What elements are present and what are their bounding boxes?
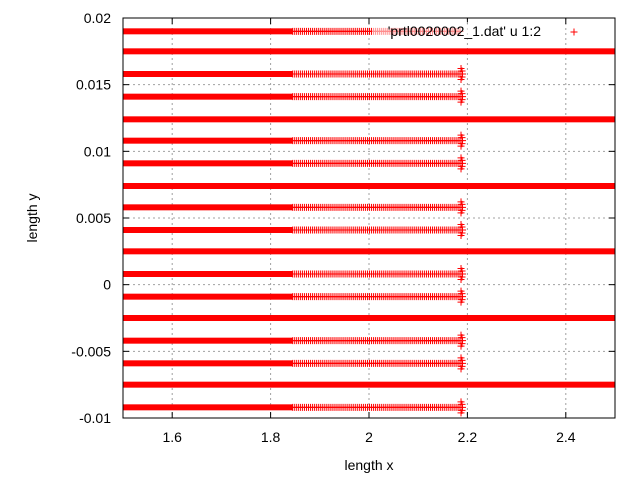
y-tick-label: 0.005: [76, 210, 111, 226]
dense-point-band: [123, 315, 615, 321]
legend-label: 'prtl0020002_1.dat' u 1:2: [388, 23, 541, 39]
data-point: [457, 409, 465, 417]
grid: [123, 17, 615, 419]
dense-point-band: [123, 137, 293, 144]
dense-point-band: [123, 71, 293, 77]
x-axis-title: length x: [344, 457, 393, 473]
dense-point-band: [123, 48, 615, 55]
data-point: [457, 98, 465, 106]
dense-point-band: [123, 160, 293, 167]
axis-ticks: [123, 17, 615, 419]
dense-point-band: [123, 360, 293, 367]
y-tick-label: 0.02: [84, 10, 111, 26]
x-tick-label: 1.8: [261, 429, 281, 445]
data-point: [457, 298, 465, 306]
y-tick-label: -0.01: [79, 410, 111, 426]
dense-point-band: [123, 381, 615, 388]
x-tick-label: 2.4: [556, 429, 576, 445]
dense-point-band: [123, 293, 293, 300]
y-tick-label: 0.01: [84, 143, 111, 159]
data-point: [457, 76, 465, 83]
dense-point-band: [123, 183, 615, 189]
data-point: [457, 209, 465, 217]
legend-marker: [570, 28, 578, 36]
data-point: [457, 165, 465, 173]
legend-background: [372, 22, 544, 41]
dense-point-band: [123, 227, 293, 233]
dense-point-band: [123, 337, 293, 344]
data-point: [457, 142, 465, 150]
y-tick-label: -0.005: [71, 343, 111, 359]
data-point: [457, 232, 465, 239]
y-tick-label: 0: [103, 277, 111, 293]
dense-point-band: [123, 116, 615, 123]
tick-labels: 1.6 1.8 2 2.2 2.4 -0.01 -0.005 0 0.005 0.01 0.015 0…: [71, 10, 575, 445]
y-axis-title: length y: [24, 193, 40, 242]
y-tick-label: 0.015: [76, 77, 111, 93]
data-point: [457, 276, 465, 283]
dense-point-band: [123, 248, 615, 255]
legend-marker-symbol: [570, 28, 578, 36]
data-point: [457, 365, 465, 373]
dense-point-band: [123, 404, 293, 411]
x-tick-label: 2.2: [458, 429, 478, 445]
dense-point-band: [123, 93, 293, 100]
data-point: [457, 342, 465, 350]
x-tick-label: 2: [365, 429, 373, 445]
dense-point-band: [123, 271, 293, 277]
legend: 'prtl0020002_1.dat' u 1:2: [372, 22, 578, 41]
dense-point-band: [123, 28, 293, 35]
x-tick-label: 1.6: [162, 429, 182, 445]
dense-point-band: [123, 204, 293, 211]
